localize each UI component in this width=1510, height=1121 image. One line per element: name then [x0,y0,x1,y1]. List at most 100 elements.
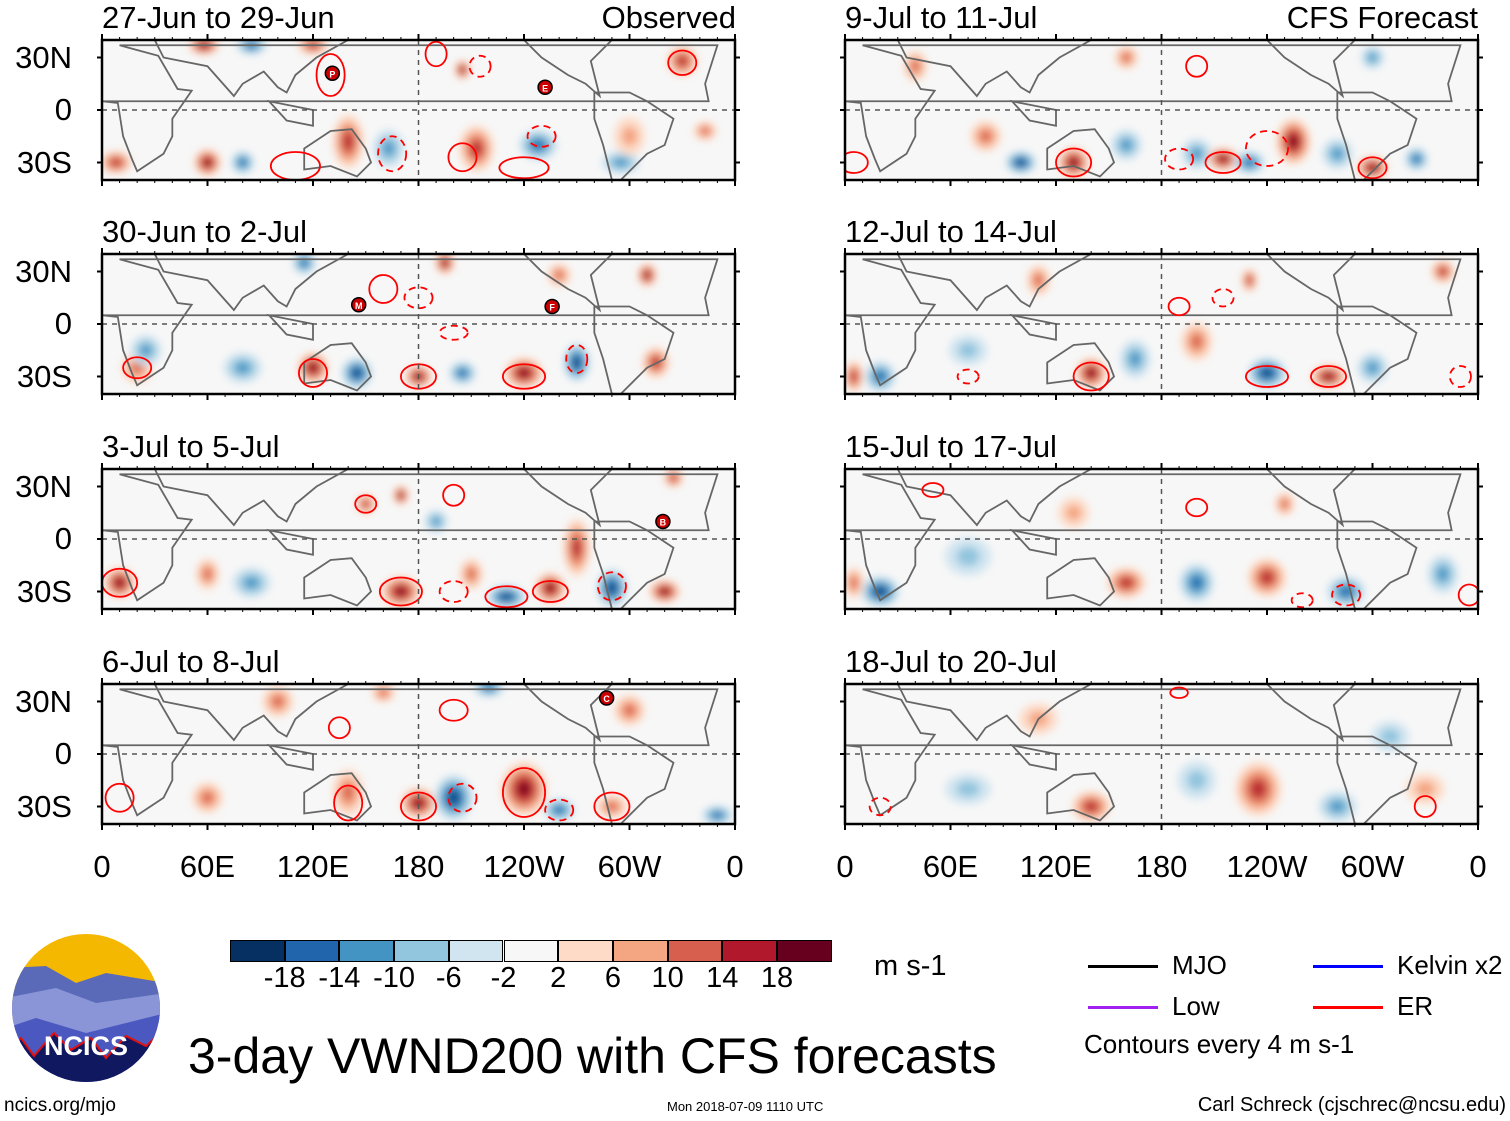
anomaly-mark [671,475,676,481]
colorbar-swatch [230,940,285,962]
lat-tick-label: 0 [54,306,72,341]
panel-title: 27-Jun to 29-Jun [102,0,335,35]
colorbar-tick-label: 10 [651,962,684,994]
er-contour [1331,583,1362,607]
anomaly-mark [1437,567,1448,581]
contour-note: Contours every 4 m s-1 [1084,1029,1355,1059]
er-contour [400,791,437,822]
tropical-storm-icon: M [350,297,367,313]
anomaly-mark [1367,362,1378,373]
anomaly-mark [621,126,638,146]
coastline [593,305,675,394]
panel-title: 9-Jul to 11-Jul [845,0,1038,35]
anomaly-mark [956,781,980,797]
er-contour [468,54,492,78]
figure-title: 3-day VWND200 with CFS forecasts [188,1028,997,1084]
lon-tick-label: 0 [93,849,111,884]
anomaly-mark [555,807,564,813]
coastline [1265,254,1357,313]
er-contour [1448,365,1472,388]
anomaly-mark [1325,374,1333,379]
coastline [896,254,1092,312]
er-contour [102,567,139,598]
coastline [153,684,349,742]
coastline [1336,91,1418,180]
colorbar-swatch [284,940,340,962]
anomaly-mark [1439,268,1446,275]
er-contour [868,796,892,817]
anomaly-mark [116,579,123,586]
coastline [303,772,373,822]
lat-tick-label: 30S [16,144,72,180]
anomaly-mark [459,370,466,376]
legend-label: MJO [1172,950,1227,980]
er-contour [1164,147,1195,171]
er-contour [1413,795,1437,818]
colorbar-swatch [722,940,777,962]
anomaly-mark [132,362,143,373]
lon-tick-label: 0 [1469,849,1487,884]
colorbar-swatch [777,940,832,962]
anomaly-mark [911,61,920,72]
anomaly-mark [1289,136,1297,147]
anomaly-mark [415,799,422,807]
anomaly-mark [606,802,618,811]
anomaly-mark [1191,335,1202,348]
anomaly-mark [1121,578,1132,587]
anomaly-mark [343,784,354,801]
er-contour [1169,686,1189,699]
anomaly-mark [1415,781,1435,797]
colorbar-tick-label: 2 [550,962,567,994]
lat-tick-label: 30S [16,788,72,824]
lon-tick-label: 0 [726,849,744,884]
source-url[interactable]: ncics.org/mjo [4,1095,116,1116]
anomaly-mark [239,159,246,166]
lat-tick-label: 0 [54,521,72,556]
er-contour [1357,156,1388,180]
anomaly-mark [851,372,857,381]
anomaly-mark [140,345,152,356]
colorbar-swatch [394,940,449,962]
er-contour [1310,365,1348,388]
coastline [1046,557,1116,607]
er-contour [1245,130,1290,167]
anomaly-mark [958,342,978,358]
er-contour [377,135,408,173]
er-contour [1185,497,1209,518]
coastline [1336,735,1418,824]
coastline [1336,305,1418,394]
colorbar-tick-label: -14 [318,962,361,994]
coastline [1046,128,1116,178]
coastline [153,469,349,527]
er-contour [956,368,980,385]
lon-tick-label: 120W [483,849,565,884]
lon-tick-label: 60W [597,849,662,884]
lat-tick-label: 30S [16,358,72,394]
anomaly-mark [202,792,213,803]
map-panel: B [97,463,740,615]
anomaly-mark [1186,770,1207,790]
er-contour [501,363,546,390]
panel-title: 6-Jul to 8-Jul [102,644,280,679]
forecast-label: CFS Forecast [1286,0,1478,35]
coastline [845,688,1462,817]
anomaly-mark [1088,369,1095,377]
anomaly-mark [876,372,885,381]
tropical-storm-icon: P [324,65,341,81]
coastline [593,91,675,180]
coastline [303,557,373,607]
tropical-storm-icon: C [598,690,615,706]
anomaly-mark [1065,505,1082,521]
legend-label: Kelvin x2 [1397,950,1503,980]
map-panel: C [97,678,740,830]
coastline [896,40,1092,98]
legend-line-low [1088,1006,1158,1009]
timestamp: Mon 2018-07-09 1110 UTC [667,1099,824,1114]
anomaly-mark [1122,53,1131,62]
lat-tick-label: 30N [15,253,72,289]
coastline [102,473,719,602]
coastline [266,528,314,556]
anomaly-mark [1341,587,1351,596]
